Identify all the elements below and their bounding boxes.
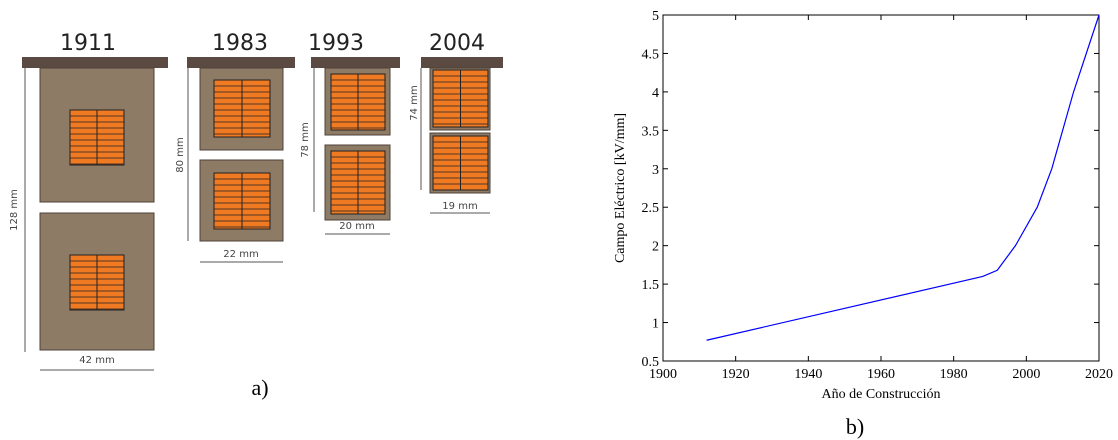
x-tick-label: 1940 xyxy=(794,367,822,382)
caption: b) xyxy=(846,414,864,439)
figure: 1911 1983 1993 2004 128 mm 42 mm 80 mm 2… xyxy=(0,0,1118,440)
dimension-label: 74 mm xyxy=(409,85,420,120)
transformer-diagram: 1911 1983 1993 2004 128 mm 42 mm 80 mm 2… xyxy=(9,31,503,400)
y-tick-label: 3.5 xyxy=(642,124,660,139)
y-tick-label: 1.5 xyxy=(642,278,660,293)
y-tick-label: 1 xyxy=(652,317,659,332)
top-yoke xyxy=(311,57,400,68)
y-tick-label: 2 xyxy=(652,240,659,255)
x-tick-label: 1960 xyxy=(867,367,895,382)
y-tick-label: 2.5 xyxy=(642,201,660,216)
dimension-label: 19 mm xyxy=(442,201,477,212)
y-tick-label: 3 xyxy=(652,163,659,178)
plot-frame xyxy=(663,15,1099,361)
caption: a) xyxy=(251,375,268,400)
top-yoke xyxy=(421,57,503,68)
y-tick-label: 0.5 xyxy=(642,355,660,370)
y-axis-label: Campo Eléctrico [kV/mm] xyxy=(613,113,628,263)
x-tick-label: 1980 xyxy=(940,367,968,382)
top-yoke xyxy=(22,57,168,68)
year-label: 1993 xyxy=(308,31,364,56)
dimension-label: 80 mm xyxy=(175,137,186,172)
dimension-label: 78 mm xyxy=(300,122,311,157)
top-yoke xyxy=(187,57,295,68)
y-tick-label: 4.5 xyxy=(642,47,660,62)
y-tick-label: 5 xyxy=(652,9,659,24)
x-tick-label: 2020 xyxy=(1085,367,1113,382)
dimension-label: 128 mm xyxy=(9,189,20,231)
x-tick-label: 1920 xyxy=(722,367,750,382)
data-line xyxy=(707,15,1099,340)
year-label: 1911 xyxy=(60,31,116,56)
y-tick-label: 4 xyxy=(652,86,659,101)
year-label: 2004 xyxy=(429,31,485,56)
x-axis-label: Año de Construcción xyxy=(822,387,941,402)
dimension-label: 42 mm xyxy=(79,355,114,366)
year-label: 1983 xyxy=(212,31,268,56)
dimension-label: 22 mm xyxy=(223,249,258,260)
dimension-label: 20 mm xyxy=(339,221,374,232)
x-tick-label: 2000 xyxy=(1012,367,1040,382)
